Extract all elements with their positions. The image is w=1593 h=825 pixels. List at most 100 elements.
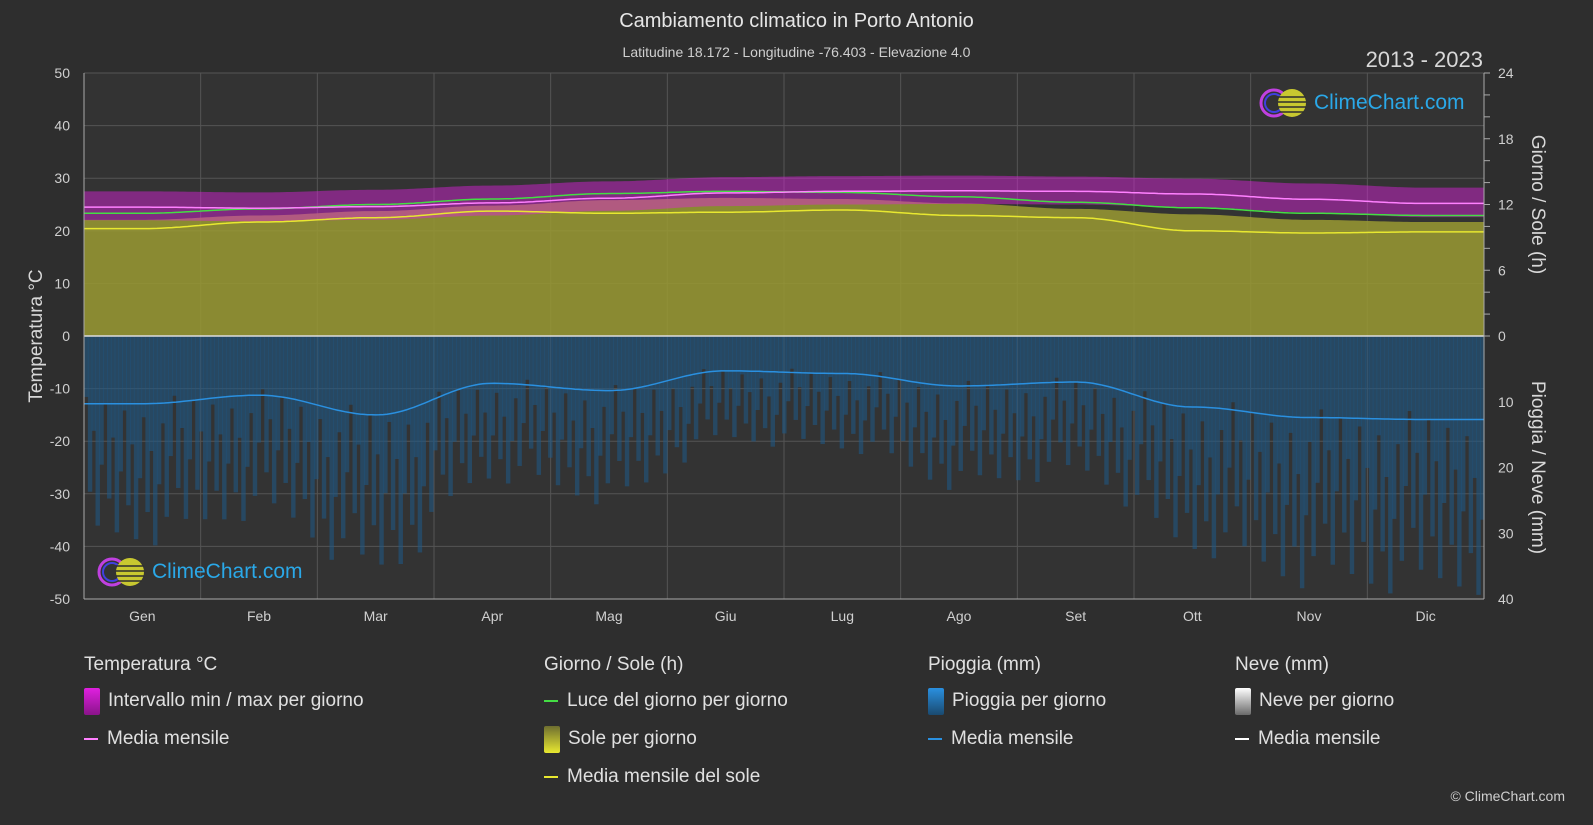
rain-bar [256, 336, 262, 443]
logo-bottom[interactable]: ClimeChart.com [96, 556, 303, 588]
rain-bar [640, 336, 645, 413]
rain-bar [1238, 336, 1243, 441]
rain-bar [1303, 336, 1309, 516]
rain-bar [448, 336, 453, 497]
rain-bar [544, 336, 549, 387]
rain-bar [321, 336, 327, 519]
rain-bar [624, 336, 630, 487]
rain-bar [1372, 336, 1378, 510]
rain-bar [567, 336, 572, 468]
rain-bar [701, 336, 706, 370]
rain-bar [91, 336, 97, 431]
rain-bar [479, 336, 484, 457]
rain-bar [1395, 336, 1401, 445]
rain-bar [218, 336, 223, 435]
rain-bar [943, 336, 948, 420]
rain-bar [866, 336, 871, 387]
rain-bar [774, 336, 779, 415]
rain-bar [210, 336, 216, 405]
rain-bar [1069, 336, 1075, 424]
rain-bar [805, 336, 810, 407]
legend-label: Media mensile [1258, 728, 1381, 749]
rain-bar [1188, 336, 1194, 450]
legend-label: Media mensile [951, 728, 1074, 749]
rain-bar [1004, 336, 1009, 390]
rain-bar [858, 336, 864, 455]
rain-bar [770, 336, 776, 447]
rain-bar [252, 336, 258, 496]
legend-snow: Neve (mm) Neve per giorno Media mensile [1235, 654, 1394, 752]
rain-bar [751, 336, 756, 442]
rain-bar [686, 336, 691, 424]
rain-bar [1184, 336, 1190, 513]
rain-tick-label: 10 [1498, 394, 1514, 410]
rain-bar [590, 336, 595, 429]
rain-bar [528, 336, 534, 449]
y-tick-label: 20 [54, 223, 70, 239]
rain-mean-line [84, 370, 1484, 421]
rain-bar [429, 336, 434, 512]
rain-bar [755, 336, 760, 411]
rain-bar [1065, 336, 1071, 466]
rain-bar [1307, 336, 1312, 442]
rain-bar [348, 336, 354, 405]
rain-bar [417, 336, 423, 553]
chart-subtitle: Latitudine 18.172 - Longitudine -76.403 … [622, 44, 971, 60]
rain-bar [759, 336, 764, 379]
rain-bar [87, 336, 93, 492]
rain-bar [260, 336, 265, 390]
rain-bar [475, 336, 480, 390]
rain-bar [670, 336, 676, 389]
rain-bar [1192, 336, 1197, 550]
rain-bar [387, 336, 392, 422]
legend-rain-daily: Pioggia per giorno [928, 687, 1107, 715]
rain-bar [344, 336, 350, 473]
rain-bar [743, 336, 749, 424]
rain-bar [122, 336, 127, 411]
rain-bar [271, 336, 277, 504]
rain-bar [1380, 336, 1385, 552]
rain-bar [233, 336, 239, 493]
rain-bar [977, 336, 983, 476]
rain-bar [222, 336, 227, 520]
rain-bar [283, 336, 288, 483]
sun-axis-title: Giorno / Sole (h) [1527, 135, 1548, 274]
rain-bar [237, 336, 242, 438]
rain-bar [513, 336, 519, 399]
legend-label: Neve per giorno [1259, 690, 1395, 711]
temp-mean-line [84, 190, 1484, 209]
rain-bar [1023, 336, 1029, 394]
rain-bar [578, 336, 584, 449]
legend-temperature: Temperatura °C Intervallo min / max per … [84, 654, 364, 752]
rain-bar [1092, 336, 1098, 389]
rain-bar [996, 336, 1002, 479]
legend-label: Intervallo min / max per giorno [108, 690, 364, 711]
rain-bar [364, 336, 369, 485]
sun-tick-label: 0 [1498, 328, 1506, 344]
rain-bar [179, 336, 185, 429]
rain-bar [716, 336, 722, 403]
rain-bar [333, 336, 338, 497]
rain-bar [402, 336, 407, 494]
logo-top[interactable]: ClimeChart.com [1258, 87, 1465, 119]
rain-bar [985, 336, 990, 386]
rain-bar [137, 336, 143, 479]
rain-bar [1131, 336, 1136, 411]
rain-bar [663, 336, 668, 474]
rain-bar [1031, 336, 1036, 417]
rain-bar [766, 336, 772, 397]
legend-label: Pioggia per giorno [952, 690, 1107, 711]
rain-bar [1292, 336, 1297, 547]
rain-bar [831, 336, 837, 430]
legend-label: Luce del giorno per giorno [567, 690, 788, 711]
x-tick-label: Ott [1183, 608, 1202, 624]
rain-bar [862, 336, 868, 421]
legend-label: Sole per giorno [568, 728, 697, 749]
rain-tick-label: 40 [1498, 591, 1514, 607]
rain-bar [1296, 336, 1301, 475]
rain-bar [1319, 336, 1324, 410]
rain-bar [709, 336, 714, 387]
rain-bar [954, 336, 960, 401]
rain-bar [548, 336, 553, 458]
